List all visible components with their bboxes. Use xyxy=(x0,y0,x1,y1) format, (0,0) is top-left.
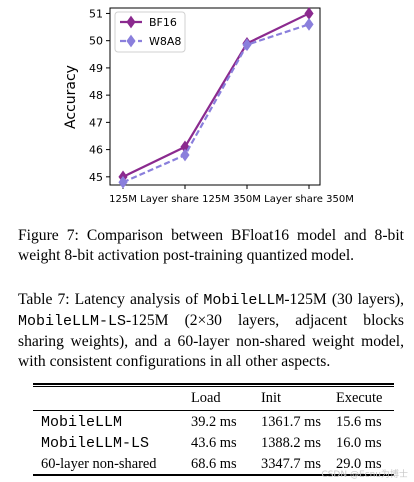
table-row: MobileLLM-LS 43.6 ms 1388.2 ms 16.0 ms xyxy=(33,432,394,453)
legend: BF16 W8A8 xyxy=(114,11,186,53)
table-caption-prefix: Table 7: xyxy=(18,291,70,308)
row-init: 3347.7 ms xyxy=(261,455,321,472)
x-tick-label: Layer share 125M xyxy=(140,194,230,205)
row-execute: 29.0 ms xyxy=(336,455,382,472)
watermark: CSDN @Ecnu为博士 xyxy=(321,470,408,480)
x-tick-label: Layer share 350M xyxy=(264,194,354,205)
y-tick-label: 45 xyxy=(89,171,103,184)
table-caption-text-3: -125M (2×30 layers, adjacent blocks shar… xyxy=(18,312,404,370)
row-model-name: MobileLLM-LS xyxy=(41,434,150,452)
row-load: 39.2 ms xyxy=(191,413,237,430)
table-bottom-rule xyxy=(33,474,394,476)
header-init: Init xyxy=(261,390,281,406)
data-point-w8a8 xyxy=(304,17,314,31)
y-tick-label: 47 xyxy=(89,116,103,129)
y-tick-label: 51 xyxy=(89,7,103,20)
y-tick-label: 49 xyxy=(89,62,103,75)
row-execute: 15.6 ms xyxy=(336,413,382,430)
table-caption-text-2: -125M (30 layers), xyxy=(284,291,405,308)
legend-label-bf16: BF16 xyxy=(149,16,177,29)
figure-caption: Figure 7: Comparison between BFloat16 mo… xyxy=(18,227,404,264)
table-top-rule xyxy=(33,383,394,387)
series-line-w8a8 xyxy=(122,23,310,184)
series-group xyxy=(118,7,314,189)
data-point-w8a8 xyxy=(242,38,252,52)
table-mid-rule xyxy=(33,410,394,411)
legend-marker-bf16 xyxy=(126,15,136,29)
table-header-row: Load Init Execute xyxy=(33,388,394,410)
table-caption-model-1: MobileLLM xyxy=(203,292,285,309)
data-point-bf16 xyxy=(304,7,314,20)
table-caption-text-1: Latency analysis of xyxy=(69,291,204,308)
data-point-w8a8 xyxy=(118,175,128,189)
legend-label-w8a8: W8A8 xyxy=(149,35,181,48)
row-execute: 16.0 ms xyxy=(336,434,382,451)
header-model xyxy=(33,388,191,410)
header-load: Load xyxy=(191,390,221,406)
legend-marker-w8a8 xyxy=(126,34,136,48)
table-row: 60-layer non-shared 68.6 ms 3347.7 ms 29… xyxy=(33,453,394,474)
row-model-name: MobileLLM xyxy=(41,413,123,431)
y-tick-label: 50 xyxy=(89,35,103,48)
y-tick-label: 46 xyxy=(89,144,103,157)
y-tick-label: 48 xyxy=(89,89,103,102)
x-tick-label: 350M xyxy=(233,194,261,205)
header-execute: Execute xyxy=(336,390,383,406)
x-axis: 125M Layer share 125M 350M Layer share 350M xyxy=(109,185,354,205)
y-axis: 45 46 47 48 49 50 51 xyxy=(89,7,110,184)
row-load: 68.6 ms xyxy=(191,455,237,472)
latency-table: Load Init Execute MobileLLM 39.2 ms 1361… xyxy=(33,383,394,476)
row-load: 43.6 ms xyxy=(191,434,237,451)
accuracy-line-chart: 45 46 47 48 49 50 51 125M Layer share 125M 350M L… xyxy=(63,7,354,205)
table-caption: Table 7: Latency analysis of MobileLLM-1… xyxy=(18,290,404,372)
x-tick-label: 125M xyxy=(109,194,137,205)
row-init: 1388.2 ms xyxy=(261,434,321,451)
data-point-w8a8 xyxy=(180,148,190,162)
y-axis-label: Accuracy xyxy=(63,65,79,129)
row-model-name: 60-layer non-shared xyxy=(41,455,157,472)
series-line-bf16 xyxy=(122,12,310,178)
table-caption-model-2: MobileLLM-LS xyxy=(18,313,127,330)
row-init: 1361.7 ms xyxy=(261,413,321,430)
table-row: MobileLLM 39.2 ms 1361.7 ms 15.6 ms xyxy=(33,411,394,432)
plot-frame xyxy=(109,7,321,186)
